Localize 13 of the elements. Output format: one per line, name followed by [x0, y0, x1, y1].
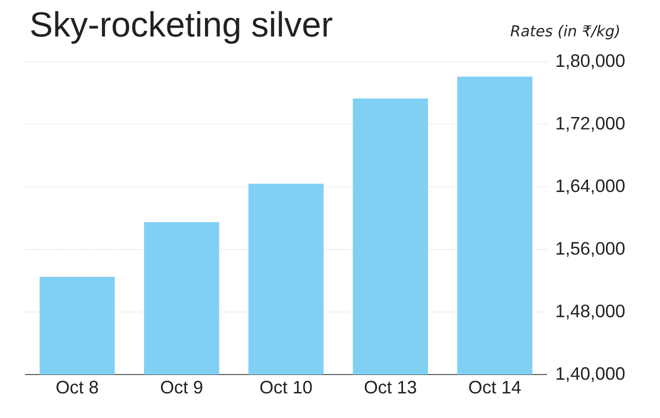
x-tick-label: Oct 9: [160, 380, 202, 394]
y-tick-label: 1,40,000: [556, 367, 625, 382]
y-tick-label: 1,72,000: [556, 116, 625, 132]
y-axis-title: Rates (in ₹/kg): [510, 24, 619, 40]
chart-title: Sky-rocketing silver: [31, 11, 332, 44]
x-tick-label: Oct 14: [469, 380, 521, 394]
x-tick-label: Oct 10: [260, 380, 312, 394]
x-tick-label: Oct 8: [56, 380, 98, 394]
x-tick-label: Oct 13: [364, 380, 416, 394]
y-tick-label: 1,56,000: [556, 242, 625, 257]
y-tick-label: 1,48,000: [556, 304, 625, 320]
y-tick-label: 1,80,000: [556, 54, 625, 70]
y-tick-label: 1,64,000: [556, 179, 625, 194]
